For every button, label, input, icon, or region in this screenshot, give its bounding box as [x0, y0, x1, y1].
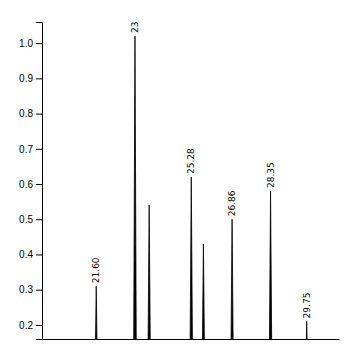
y-tick-mark [36, 78, 42, 79]
peak [95, 286, 98, 339]
y-tick: 0.8 [19, 108, 42, 119]
peak [269, 191, 272, 339]
annotations: 21.60 23 25.28 26.86 28.35 29.75 [91, 22, 311, 319]
y-tick: 0.7 [19, 144, 42, 155]
y-tick-mark [36, 325, 42, 326]
y-axis: 0.2 0.3 0.4 0.5 0.6 0.7 0.8 0.9 1.0 [19, 23, 42, 340]
y-tick-label: 0.7 [19, 144, 33, 155]
y-tick-label: 0.9 [19, 73, 33, 84]
y-tick-mark [36, 254, 42, 255]
y-tick-mark [36, 114, 42, 115]
peaks [95, 36, 308, 339]
y-tick: 0.4 [19, 249, 42, 260]
y-tick-label: 0.6 [19, 179, 33, 190]
y-tick: 0.2 [19, 320, 42, 331]
peak-label: 26.86 [227, 190, 237, 216]
y-tick-mark [36, 43, 42, 44]
peak [148, 205, 151, 339]
peak-label: 21.60 [91, 257, 101, 283]
plot: 0.20.30.40.50.60.70.80.91.021.602325.282… [19, 22, 339, 351]
peak-label: 29.75 [302, 293, 312, 319]
y-tick-label: 0.2 [19, 320, 33, 331]
y-tick-label: 0.3 [19, 284, 33, 295]
y-tick-mark [36, 219, 42, 220]
y-tick-label: 0.5 [19, 214, 33, 225]
y-tick-mark [36, 290, 42, 291]
y-tick: 1.0 [19, 38, 42, 49]
y-tick: 0.6 [19, 179, 42, 190]
peak-label: 23 [130, 22, 140, 33]
peak [231, 219, 234, 339]
y-tick: 0.5 [19, 214, 42, 225]
peak [190, 177, 193, 339]
x-axis-line [43, 339, 340, 340]
y-tick: 0.9 [19, 73, 42, 84]
peak-label: 28.35 [266, 162, 276, 188]
peak [202, 244, 205, 339]
y-tick-label: 0.4 [19, 249, 33, 260]
chart: 0.20.30.40.50.60.70.80.91.021.602325.282… [0, 0, 351, 351]
y-tick-mark [36, 149, 42, 150]
y-tick-label: 1.0 [19, 38, 33, 49]
y-tick-label: 0.8 [19, 108, 33, 119]
x-axis [43, 339, 340, 340]
y-tick: 0.3 [19, 284, 42, 295]
y-axis-line [36, 23, 43, 340]
peak-label: 25.28 [186, 148, 196, 174]
peak [133, 36, 136, 339]
y-tick-mark [36, 184, 42, 185]
peak [305, 321, 308, 339]
